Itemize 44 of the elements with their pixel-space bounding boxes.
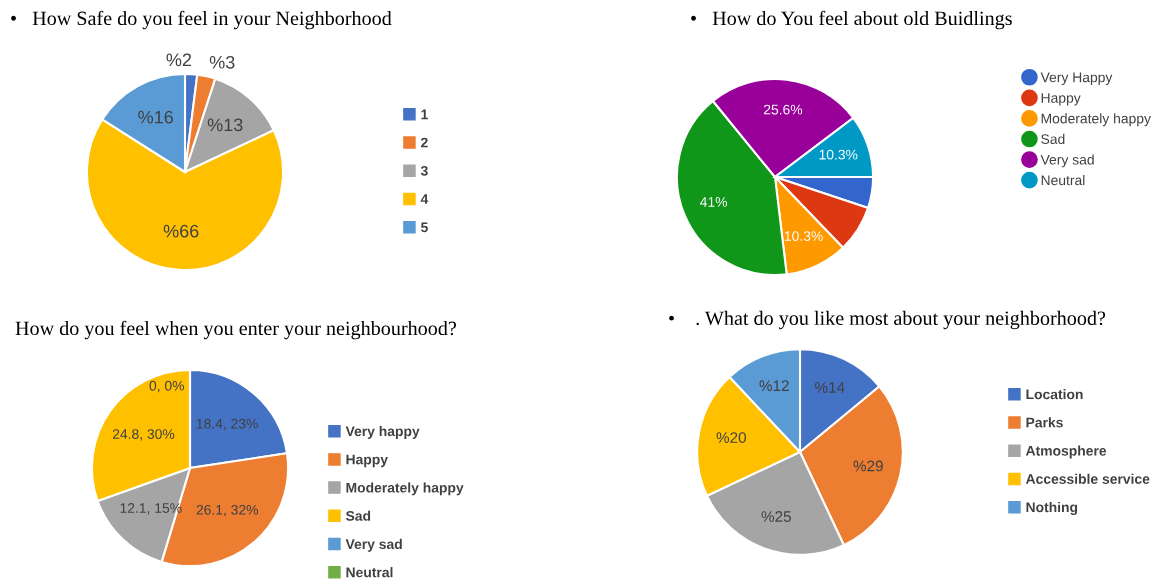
legend-label: Very happy [345, 425, 420, 439]
legend-label: 4 [420, 194, 429, 204]
data-label: 18.4, 23% [196, 418, 258, 431]
legend-label: Location [1026, 389, 1083, 400]
chart-title: • How Safe do you feel in your Neighborhood [11, 10, 392, 30]
data-label: %2 [166, 53, 192, 67]
text: 0, 0% [149, 380, 185, 393]
legend-label: 2 [421, 137, 428, 148]
legend-label: Very Happy [1040, 72, 1113, 86]
data-label: %3 [209, 55, 235, 69]
chart-title: • . What do you like most about your neighborhood? [669, 310, 1106, 330]
data-label: 41% [700, 197, 728, 207]
legend-label: Parks [1026, 417, 1063, 428]
legend-label: Sad [1041, 133, 1065, 145]
data-label: 10.3% [784, 231, 823, 241]
legend-label: Accessible service [1025, 473, 1150, 484]
legend-label: Very sad [345, 538, 402, 552]
legend-label: Moderately happy [346, 482, 464, 496]
data-label: %66 [163, 224, 199, 238]
data-label: %20 [716, 432, 746, 443]
chart-title: • How do You feel about old Buidlings [691, 10, 1012, 30]
data-label: 24.8, 30% [112, 429, 175, 441]
data-label: %12 [759, 380, 789, 392]
data-label: %14 [815, 382, 845, 393]
data-label: %25 [761, 511, 791, 522]
data-label: %16 [138, 110, 173, 124]
legend-label: Neutral [346, 567, 393, 578]
data-label: 10.3% [819, 149, 858, 160]
legend-label: Nothing [1026, 501, 1078, 515]
legend-label: Moderately happy [1041, 113, 1151, 127]
chart-title: How do you feel when you enter your neighbourhood? [15, 320, 456, 340]
legend-label: Happy [346, 454, 388, 468]
legend-label: 1 [421, 109, 428, 120]
legend-label: Sad [345, 510, 371, 521]
legend-label: Happy [1041, 93, 1081, 106]
legend-label: 3 [420, 165, 428, 176]
legend-label: Very sad [1040, 154, 1094, 168]
legend-label: Atmosphere [1025, 445, 1107, 459]
data-label: 25.6% [763, 104, 803, 115]
data-label: %29 [853, 460, 883, 472]
data-label: %13 [207, 118, 243, 132]
legend-label: 5 [420, 222, 428, 233]
legend-label: Neutral [1041, 174, 1085, 186]
data-label: 26.1, 32% [196, 504, 259, 517]
